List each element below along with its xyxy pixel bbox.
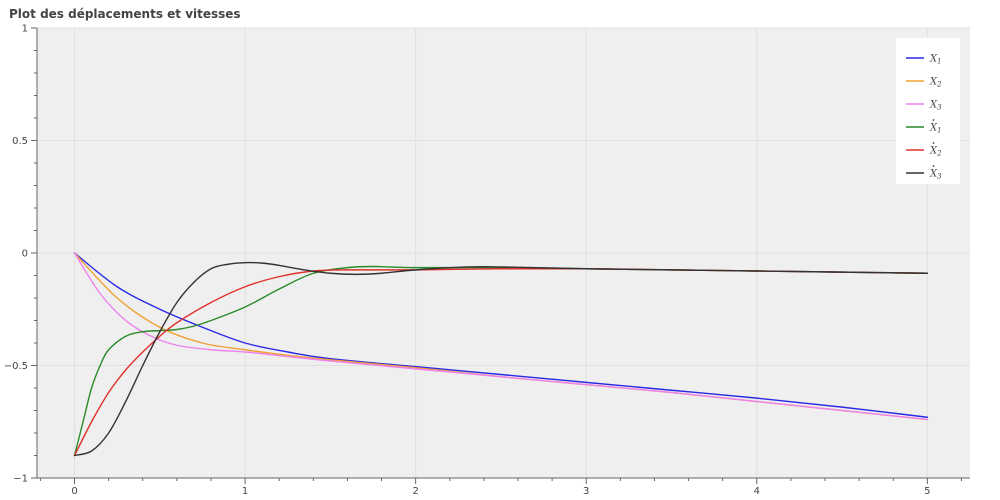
- series-line-3: [73, 252, 929, 421]
- legend: X1 X2 X3 X1 X2 X3: [896, 38, 960, 184]
- y-tick-label-2: 0: [22, 249, 28, 260]
- y-tick-label-4: 1: [22, 24, 28, 35]
- chart-title: Plot des déplacements et vitesses: [9, 7, 241, 21]
- legend-label-4: X1: [929, 123, 942, 135]
- y-tick-label-1: −0.5: [4, 361, 28, 372]
- legend-dot-6: [932, 165, 935, 167]
- legend-label-5: X2: [929, 146, 942, 158]
- legend-label-6: X3: [929, 169, 942, 181]
- x-tick-label-4: 4: [754, 486, 760, 497]
- y-tick-label-0: −1: [13, 474, 28, 485]
- legend-dot-5: [932, 142, 935, 144]
- series-line-1: [73, 252, 929, 418]
- x-tick-label-1: 1: [242, 486, 248, 497]
- y-tick-label-3: 0.5: [12, 136, 28, 147]
- x-tick-label-2: 2: [412, 486, 418, 497]
- x-tick-label-5: 5: [924, 486, 930, 497]
- x-tick-label-0: 0: [71, 486, 77, 497]
- legend-label-1: X1: [929, 54, 942, 66]
- legend-label-2: X2: [929, 77, 942, 89]
- x-tick-label-3: 3: [583, 486, 589, 497]
- legend-box: [896, 38, 960, 184]
- series-line-6: [73, 261, 929, 457]
- legend-label-3: X3: [929, 100, 942, 112]
- legend-dot-4: [932, 119, 935, 121]
